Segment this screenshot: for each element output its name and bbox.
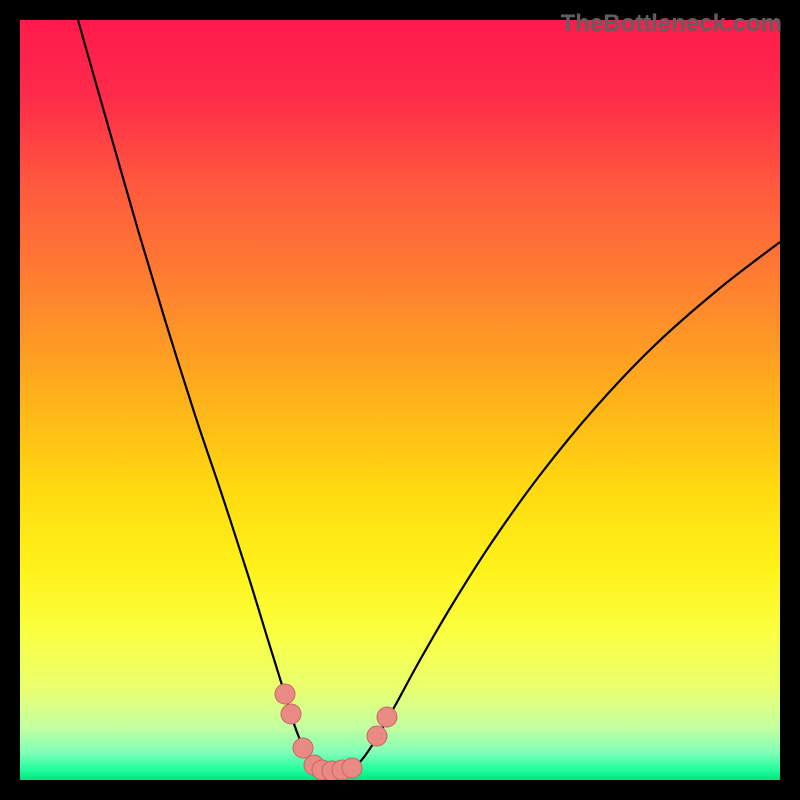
marker-dot	[275, 684, 295, 704]
stage: TheBottleneck.com	[0, 0, 800, 800]
marker-dot	[342, 758, 362, 778]
marker-dot	[367, 726, 387, 746]
marker-dot	[293, 738, 313, 758]
chart-svg	[20, 20, 780, 780]
marker-dot	[281, 704, 301, 724]
plot-area	[20, 20, 780, 780]
marker-dot	[377, 707, 397, 727]
gradient-background	[20, 20, 780, 780]
